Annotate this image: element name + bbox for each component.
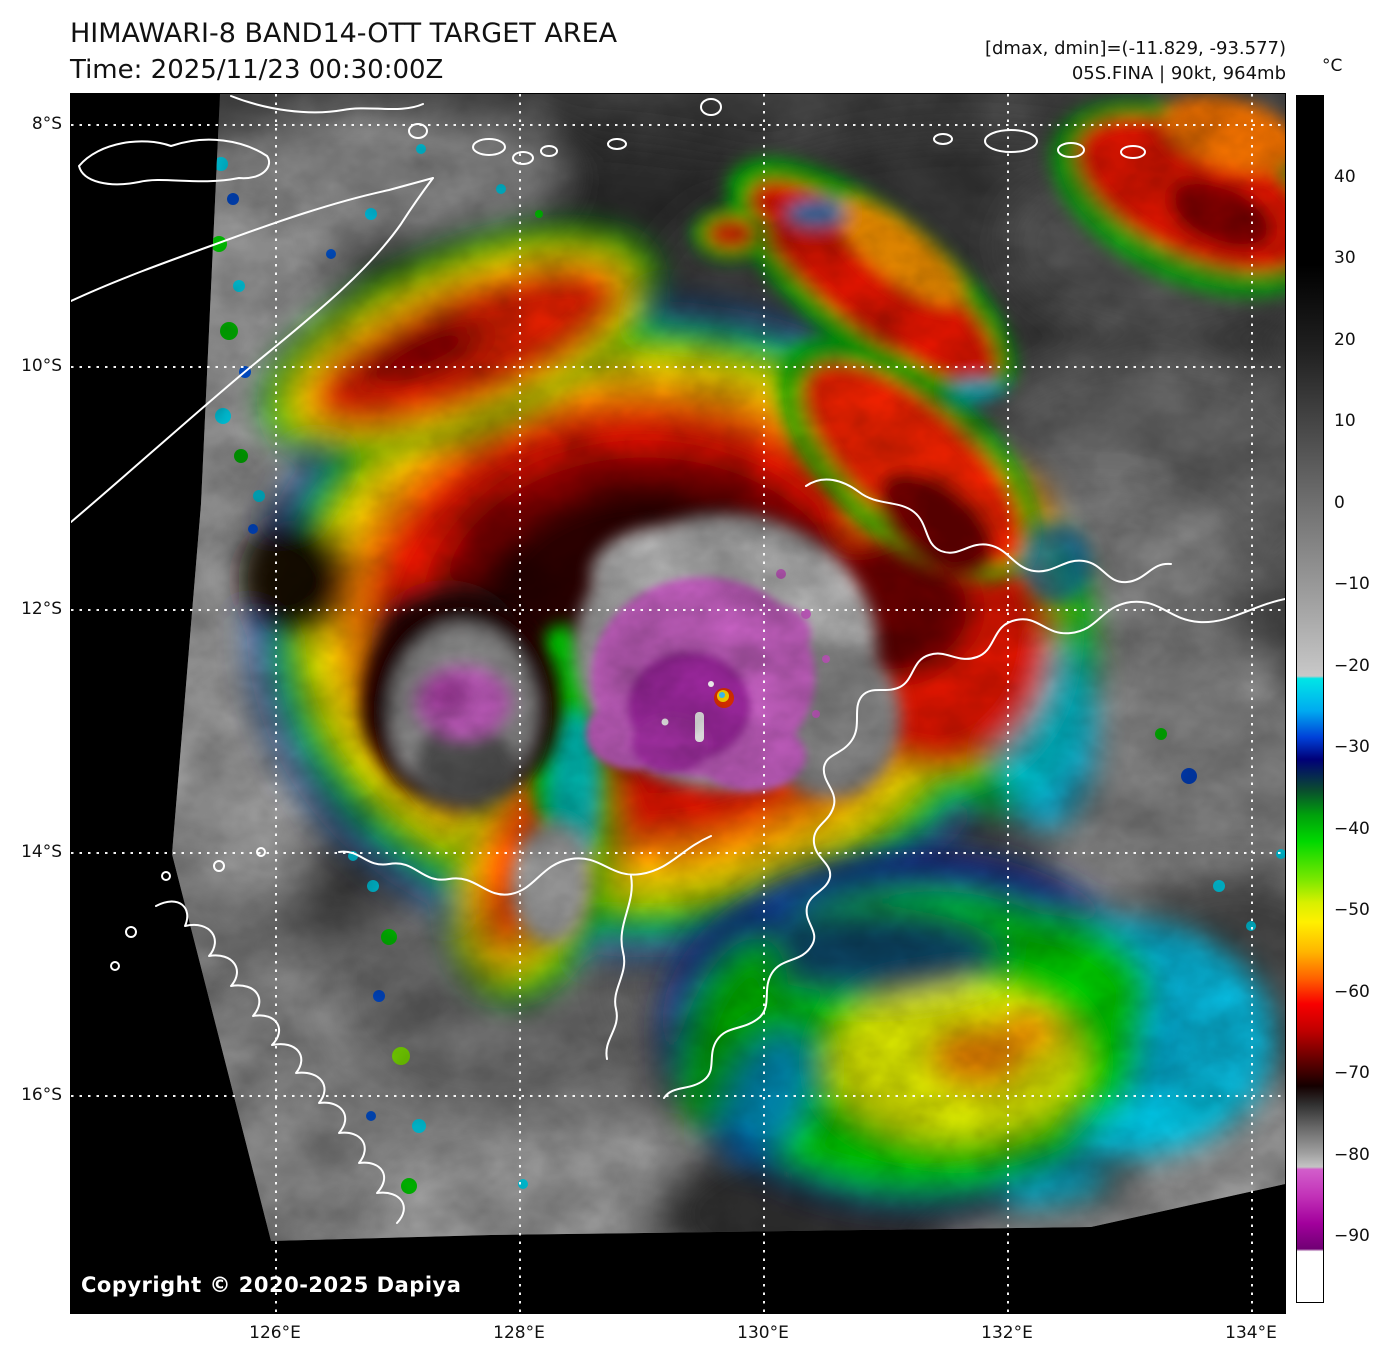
colorbar-tick-label: −40 [1334,819,1370,839]
page-title: HIMAWARI-8 BAND14-OTT TARGET AREA [70,18,618,49]
island-outline [161,871,171,881]
island-outline [472,138,506,156]
island-outline [540,145,558,157]
coastlines [71,95,1285,1224]
product-header: HIMAWARI-8 BAND14-OTT TARGET AREA Time: … [70,16,617,88]
lon-tick-label: 126°E [249,1323,301,1343]
lat-tick-label: 14°S [21,842,62,862]
product-header-right: [dmax, dmin]=(-11.829, -93.577) 05S.FINA… [985,36,1286,86]
lat-tick-label: 12°S [21,599,62,619]
colorbar-tick-label: −80 [1334,1145,1370,1165]
coastline-wetar [78,138,270,186]
island-outline [256,847,266,857]
coastline-kimberley [155,900,405,1224]
colorbar-tick-label: −90 [1334,1226,1370,1246]
colorbar-tick-label: 20 [1334,330,1356,350]
colorbar-tick-label: −70 [1334,1063,1370,1083]
satellite-map: Copyright © 2020-2025 Dapiya [70,93,1286,1314]
coastline-timor-north [71,177,434,302]
coastline-timor-south [71,177,434,523]
island-outline [984,129,1038,153]
colorbar-tick-label: −10 [1334,574,1370,594]
timestamp: Time: 2025/11/23 00:30:00Z [70,55,444,85]
island-outline [1057,142,1085,158]
colorbar-tick-label: 30 [1334,248,1356,268]
cloud-noise-texture [172,94,1285,1241]
colorbar-tick-label: 10 [1334,411,1356,431]
colorbar-tick-label: 40 [1334,167,1356,187]
lon-tick-label: 134°E [1225,1323,1277,1343]
island-outline [607,138,627,150]
colorbar-tick-label: −20 [1334,656,1370,676]
colorbar-tick-label: −30 [1334,737,1370,757]
colorbar-unit-label: °C [1322,56,1343,76]
coastline-river-inlet [605,875,633,1060]
island-outline [408,123,428,139]
copyright-text: Copyright © 2020-2025 Dapiya [81,1273,462,1297]
lon-tick-label: 132°E [981,1323,1033,1343]
graticule [71,94,1285,1313]
island-outline [1120,145,1146,159]
coastline-island-chain [230,95,424,114]
dmax-dmin-readout: [dmax, dmin]=(-11.829, -93.577) [984,38,1286,59]
island-outline [700,98,722,116]
temperature-colorbar [1296,95,1324,1303]
lon-tick-label: 130°E [737,1323,789,1343]
island-outline [125,926,137,938]
satellite-data-region [172,94,1285,1241]
island-outline [110,961,120,971]
lat-tick-label: 8°S [31,114,62,134]
island-outline [213,860,225,872]
satellite-scene [71,94,1285,1313]
colorbar-tick-label: 0 [1334,493,1345,513]
island-outline [933,133,953,145]
lat-tick-label: 10°S [21,356,62,376]
coastline-tiwi-islands [805,478,1172,584]
island-outline [512,151,534,165]
colorbar-tick-label: −60 [1334,982,1370,1002]
coastline-arnhem-mainland [663,598,1285,1099]
coastline-bonaparte-gulf [338,835,712,896]
colorbar-tick-label: −50 [1334,900,1370,920]
storm-info: 05S.FINA | 90kt, 964mb [1071,63,1286,84]
lon-tick-label: 128°E [493,1323,545,1343]
lat-tick-label: 16°S [21,1085,62,1105]
